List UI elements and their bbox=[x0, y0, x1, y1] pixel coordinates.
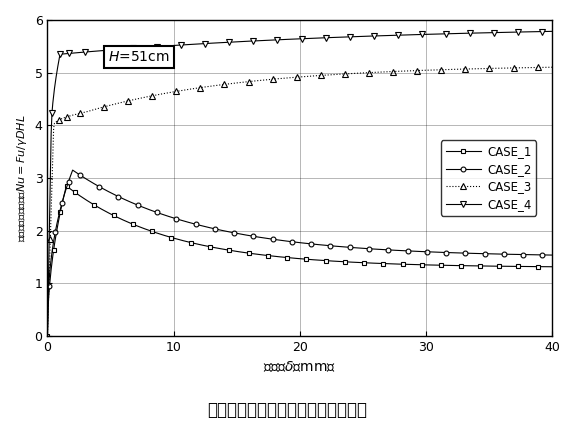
Line: CASE_3: CASE_3 bbox=[44, 64, 555, 339]
CASE_3 bbox=[231, 81, 237, 86]
CASE_1 bbox=[549, 264, 555, 269]
CASE_2 bbox=[76, 173, 83, 178]
CASE_3 bbox=[74, 111, 81, 116]
CASE_3 bbox=[549, 65, 555, 70]
CASE_1 bbox=[44, 333, 51, 338]
Line: CASE_4: CASE_4 bbox=[44, 28, 555, 339]
CASE_1 bbox=[524, 264, 531, 269]
CASE_4 bbox=[74, 50, 81, 55]
Text: $H$=51cm: $H$=51cm bbox=[108, 50, 170, 64]
CASE_3 bbox=[44, 333, 51, 338]
CASE_1 bbox=[505, 264, 512, 269]
CASE_2 bbox=[530, 252, 536, 257]
CASE_4 bbox=[48, 110, 55, 115]
CASE_4 bbox=[503, 30, 510, 35]
CASE_4 bbox=[231, 39, 237, 44]
CASE_2 bbox=[233, 231, 240, 236]
CASE_4 bbox=[44, 333, 51, 338]
CASE_3 bbox=[48, 181, 55, 186]
CASE_3 bbox=[527, 65, 534, 70]
CASE_2 bbox=[69, 168, 76, 173]
CASE_1 bbox=[530, 264, 536, 269]
CASE_2 bbox=[48, 250, 55, 255]
Line: CASE_2: CASE_2 bbox=[45, 168, 554, 338]
Text: 図３　押し上げ抵抗力と変位の関係: 図３ 押し上げ抵抗力と変位の関係 bbox=[208, 401, 367, 418]
CASE_4 bbox=[549, 29, 555, 34]
Y-axis label: 押し上げ抵抗力比：$Nu=Fu/\gamma DHL$: 押し上げ抵抗力比：$Nu=Fu/\gamma DHL$ bbox=[15, 114, 29, 242]
CASE_3 bbox=[522, 65, 529, 70]
CASE_2 bbox=[549, 253, 555, 258]
CASE_1 bbox=[48, 260, 55, 265]
CASE_1 bbox=[76, 193, 83, 198]
CASE_4 bbox=[522, 29, 529, 34]
CASE_3 bbox=[503, 66, 510, 71]
CASE_1 bbox=[233, 249, 240, 254]
Legend: CASE_1, CASE_2, CASE_3, CASE_4: CASE_1, CASE_2, CASE_3, CASE_4 bbox=[441, 140, 536, 216]
CASE_4 bbox=[527, 29, 534, 34]
CASE_2 bbox=[524, 252, 531, 257]
Line: CASE_1: CASE_1 bbox=[45, 184, 554, 338]
CASE_2 bbox=[44, 333, 51, 338]
CASE_2 bbox=[505, 252, 512, 257]
CASE_1 bbox=[63, 184, 70, 189]
X-axis label: 変位：$\delta$（mm）: 変位：$\delta$（mm） bbox=[263, 360, 336, 374]
